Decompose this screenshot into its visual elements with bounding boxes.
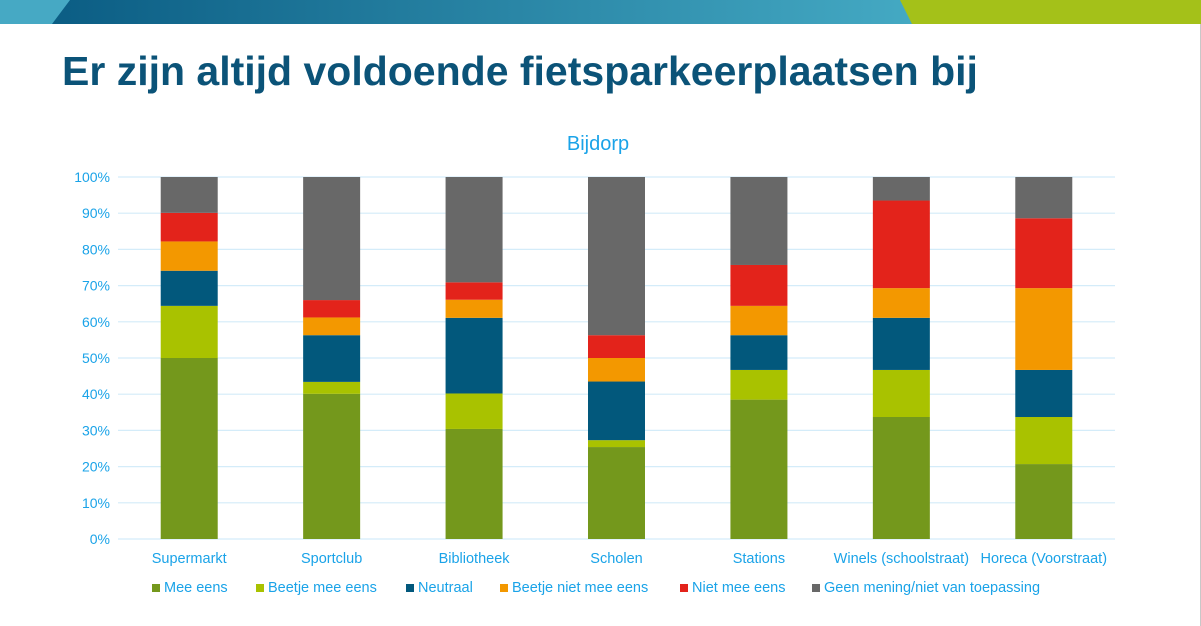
bar-segment <box>303 381 361 394</box>
header-banner <box>0 0 1201 24</box>
legend-swatch <box>680 584 688 592</box>
bar-segment <box>1015 288 1073 370</box>
legend-label: Geen mening/niet van toepassing <box>824 580 1041 596</box>
bar-segment <box>1015 177 1073 219</box>
legend-item: Niet mee eens <box>680 580 786 596</box>
bar-segment <box>872 317 930 370</box>
bars <box>160 177 1073 539</box>
x-tick-label: Supermarkt <box>152 551 227 567</box>
x-axis-labels: Supermarkt Sportclub Bibliotheek Scholen Sta… <box>152 551 1107 567</box>
bar-segment <box>160 212 218 242</box>
bar-segment <box>1015 417 1073 465</box>
bar-segment <box>1015 369 1073 418</box>
y-tick-label: 90% <box>82 205 110 221</box>
legend-swatch <box>500 584 508 592</box>
x-tick-label: Horeca (Voorstraat) <box>981 551 1108 567</box>
y-tick-label: 40% <box>82 386 110 402</box>
bar-segment <box>872 288 930 318</box>
bar-segment <box>588 381 645 441</box>
y-tick-label: 50% <box>82 350 110 366</box>
x-tick-label: Bibliotheek <box>439 551 511 567</box>
y-axis-ticks: 0% 10% 20% 30% 40% 50% 60% 70% 80% 90% 100% <box>74 169 110 547</box>
bar-segment <box>303 335 361 382</box>
bar-segment <box>1015 218 1073 289</box>
y-tick-label: 100% <box>74 169 110 185</box>
y-tick-label: 10% <box>82 495 110 511</box>
bar-segment <box>445 393 503 429</box>
bar-segment <box>588 177 645 336</box>
bar-segment <box>872 177 930 201</box>
x-tick-label: Scholen <box>590 551 642 567</box>
legend-swatch <box>812 584 820 592</box>
bar-segment <box>445 282 503 300</box>
bar-segment <box>303 300 361 318</box>
bar-segment <box>160 358 218 539</box>
bar-segment <box>303 177 361 301</box>
bar-segment <box>872 417 930 539</box>
bar-segment <box>872 369 930 418</box>
bar-segment <box>730 369 788 400</box>
bar-segment <box>445 428 503 539</box>
x-tick-label: Winels (schoolstraat) <box>834 551 969 567</box>
bar-segment <box>730 305 788 336</box>
legend-label: Mee eens <box>164 580 228 596</box>
legend-label: Neutraal <box>418 580 473 596</box>
bar-segment <box>730 264 788 306</box>
legend-item: Neutraal <box>406 580 473 596</box>
bar-segment <box>730 177 788 265</box>
banner-middle-segment <box>52 0 912 24</box>
legend-swatch <box>152 584 160 592</box>
legend-label: Beetje mee eens <box>268 580 377 596</box>
legend-swatch <box>256 584 264 592</box>
bar-segment <box>445 177 503 283</box>
bar-segment <box>303 317 361 336</box>
legend-item: Mee eens <box>152 580 228 596</box>
y-tick-label: 60% <box>82 314 110 330</box>
bar-segment <box>588 335 645 358</box>
bar-segment <box>588 440 645 448</box>
bar-segment <box>160 177 218 213</box>
legend-item: Geen mening/niet van toepassing <box>812 580 1040 596</box>
bar-segment <box>730 399 788 539</box>
bar-segment <box>872 200 930 289</box>
bar-segment <box>303 393 361 539</box>
bar-segment <box>445 317 503 394</box>
legend-swatch <box>406 584 414 592</box>
bar-segment <box>1015 464 1073 539</box>
banner-right-segment <box>900 0 1201 24</box>
x-tick-label: Stations <box>733 551 785 567</box>
bar-segment <box>588 447 645 539</box>
y-tick-label: 30% <box>82 422 110 438</box>
legend-label: Niet mee eens <box>692 580 786 596</box>
bar-segment <box>730 335 788 370</box>
legend-item: Beetje niet mee eens <box>500 580 648 596</box>
y-tick-label: 0% <box>90 531 110 547</box>
x-tick-label: Sportclub <box>301 551 362 567</box>
legend-item: Beetje mee eens <box>256 580 377 596</box>
bar-segment <box>588 358 645 382</box>
y-tick-label: 80% <box>82 241 110 257</box>
bar-segment <box>160 241 218 271</box>
legend-label: Beetje niet mee eens <box>512 580 649 596</box>
y-tick-label: 70% <box>82 278 110 294</box>
y-tick-label: 20% <box>82 459 110 475</box>
slide-title: Er zijn altijd voldoende fietsparkeerpla… <box>62 48 978 94</box>
bar-segment <box>160 305 218 358</box>
bar-segment <box>160 270 218 306</box>
chart-legend: Mee eens Beetje mee eens Neutraal Beetje ni… <box>0 580 1201 602</box>
bar-segment <box>445 299 503 318</box>
chart-title: Bijdorp <box>567 133 629 155</box>
